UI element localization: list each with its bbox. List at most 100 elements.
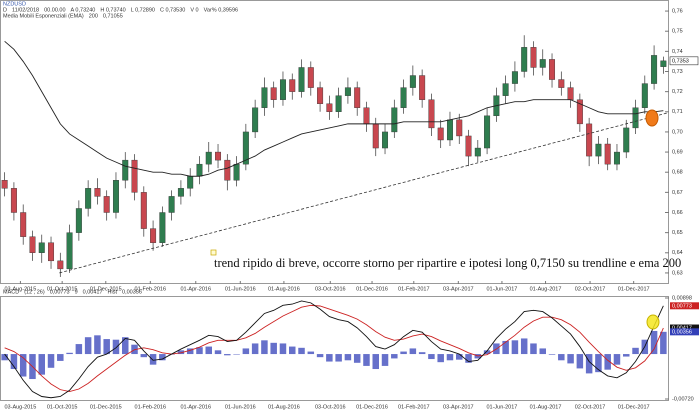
candle-body	[539, 59, 546, 68]
x-tick-label: 01-Feb-2017	[398, 404, 430, 410]
candle-body	[38, 242, 45, 253]
macd-title: MACD (12 , 26) 0,00773 9 0,00417 Hist 0,00356	[3, 289, 142, 295]
hist-bar	[122, 337, 129, 355]
hist-bar	[539, 348, 546, 355]
hist-bar	[660, 331, 667, 355]
header-field: 200	[89, 13, 98, 19]
candle-body	[354, 87, 361, 108]
candle-body	[29, 236, 36, 253]
hist-bar	[409, 348, 417, 355]
candle-body	[261, 87, 268, 108]
hist-bar	[363, 354, 370, 366]
candle-body	[187, 176, 194, 189]
y-tick-label: 0,00898	[672, 295, 692, 301]
value-tag-box	[670, 324, 699, 332]
hist-bar	[400, 351, 407, 355]
x-tick-label: 02-Oct-2017	[575, 286, 606, 292]
hist-bar	[1, 354, 8, 361]
candle-body	[112, 180, 119, 213]
x-tick-label: 01-Aug-2016	[268, 404, 300, 410]
hist-bar	[19, 354, 27, 377]
hist-bar	[298, 347, 305, 355]
hist-bar	[418, 352, 426, 355]
candle-body	[437, 127, 444, 141]
x-tick-label: 01-Oct-2015	[47, 404, 78, 410]
candle-body	[363, 107, 370, 125]
hist-bar	[604, 354, 611, 370]
hist-bar	[335, 354, 342, 362]
macd-title-field: 0,00773	[50, 289, 70, 295]
candle-body	[344, 87, 351, 96]
candle-body	[298, 67, 305, 92]
candle-body	[140, 192, 147, 229]
value-tag-box	[670, 302, 699, 310]
hist-bar	[595, 354, 602, 373]
y-tick-label: 0,63	[672, 270, 683, 276]
candle-body	[335, 95, 342, 112]
hist-bar	[437, 354, 444, 363]
candle-body	[558, 79, 565, 88]
x-tick-label: 01-Aug-2017	[530, 404, 562, 410]
candle-body	[85, 188, 92, 209]
candle-body	[122, 159, 129, 181]
macd-title-field: Hist	[108, 289, 118, 295]
x-tick-label: 01-Feb-2016	[135, 404, 167, 410]
hist-bar	[66, 352, 73, 355]
hist-bar	[38, 354, 45, 375]
candle-body	[391, 107, 398, 133]
x-tick-label: 01-Jun-2017	[486, 286, 517, 292]
y-tick-label: 0,73	[672, 69, 683, 75]
hist-bar	[140, 354, 148, 358]
hist-bar	[186, 348, 194, 355]
candle-body	[215, 151, 222, 161]
candle-body	[623, 127, 630, 153]
price-panel	[0, 0, 669, 284]
x-tick-label: 01-Aug-2016	[268, 286, 300, 292]
value-tag: 0,00356	[672, 329, 692, 335]
hist-bar	[177, 350, 185, 355]
hist-bar	[465, 354, 472, 363]
hist-bar	[353, 354, 361, 363]
x-tick-label: 01-Dec-2017	[618, 404, 650, 410]
hist-bar	[530, 343, 537, 355]
macd-panel	[0, 296, 669, 401]
highlight-circle	[645, 109, 659, 127]
header-field: H 0,73740	[100, 7, 125, 13]
y-tick-label: 0,74	[672, 49, 683, 55]
candle-body	[168, 196, 175, 213]
candle-body	[307, 67, 314, 88]
x-tick-label: 01-Feb-2017	[398, 286, 430, 292]
y-tick-label: 0,70	[672, 129, 683, 135]
y-tick-label: 0,68	[672, 170, 683, 176]
candle-body	[382, 131, 389, 149]
hist-bar	[344, 354, 352, 361]
hist-bar	[279, 343, 287, 355]
hist-bar	[261, 340, 268, 355]
hist-bar	[520, 338, 528, 355]
header-field: 11/02/2018	[12, 7, 39, 13]
header-field: 00.00.00	[44, 7, 65, 13]
hist-bar	[567, 354, 574, 364]
header-field: L 0,72890	[131, 7, 155, 13]
macd-title-field: 0,00356	[122, 289, 142, 295]
candle-body	[586, 123, 593, 157]
candle-body	[409, 75, 416, 88]
hist-bar	[214, 350, 222, 355]
y-tick-label: 0,69	[672, 150, 683, 156]
hist-bar	[623, 354, 630, 357]
candle-body	[604, 143, 611, 165]
hist-bar	[558, 354, 565, 361]
x-tick-label: 01-Dec-2015	[90, 286, 122, 292]
candle-body	[326, 103, 333, 112]
value-tag: 0,00773	[672, 303, 692, 309]
y-tick-label: 0,71	[672, 109, 683, 115]
hist-bar	[242, 348, 250, 355]
x-tick-label: 01-Apr-2016	[180, 404, 211, 410]
x-tick-label: 03-Apr-2017	[443, 286, 474, 292]
candle-body	[446, 119, 453, 141]
candle-body	[94, 188, 101, 197]
candle-body	[549, 59, 556, 80]
candle-body	[576, 99, 583, 125]
hist-bar	[94, 335, 101, 355]
